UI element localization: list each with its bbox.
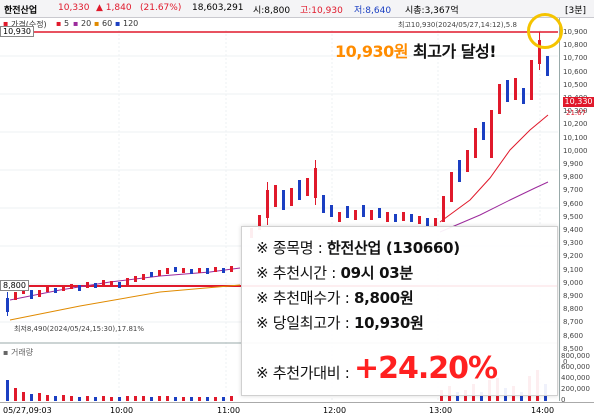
price-axis-label: 9,400 [563, 226, 584, 234]
price-axis-label: 9,100 [563, 265, 584, 274]
volume-axis-label: 800,000 [561, 352, 590, 360]
info-label-gain: ※ 추천가대비 : [256, 364, 354, 382]
change-value: ▲ 1,840 [96, 3, 132, 13]
price-axis-label: 9,800 [563, 173, 584, 182]
info-value-name: 한전산업 (130660) [326, 239, 460, 257]
legend-price-icon: ▪ [3, 19, 9, 28]
legend-ma5[interactable]: 5 [64, 19, 70, 28]
price-axis-label: 10,000 [563, 146, 588, 155]
ma-line-3 [439, 114, 549, 223]
legend-ma120[interactable]: 120 [123, 19, 139, 28]
info-row-time: ※ 추천시간 : 09시 03분 [256, 262, 413, 283]
time-label: 05/27,09:03 [3, 406, 52, 415]
legend-ma20[interactable]: 20 [81, 19, 92, 28]
price-axis-label: 0 [563, 358, 568, 366]
volume-label-text: 거래량 [10, 348, 34, 357]
time-label: 10:00 [110, 406, 134, 415]
time-label: 11:00 [217, 406, 241, 415]
high-price: 고:10,930 [300, 6, 343, 16]
info-value-gain: +24.20% [353, 351, 498, 386]
price-axis-label: 10,800 [563, 41, 588, 50]
ma-line-4 [439, 181, 549, 233]
price-axis-label: 10,700 [563, 54, 588, 63]
legend-price[interactable]: 가격(수정) [11, 20, 47, 29]
current-price-tag: 10,330 [563, 97, 594, 107]
legend-ma60[interactable]: 60 [102, 19, 113, 28]
price-axis-label: 8,600 [563, 331, 584, 340]
volume-axis-label: 200,000 [561, 385, 590, 393]
volume-axis-label: 0 [561, 396, 566, 404]
price-axis-label: 9,000 [563, 278, 584, 287]
info-row-gain: ※ 추천가대비 : +24.20% [256, 351, 498, 386]
price-axis-label: 8,700 [563, 318, 584, 327]
price-axis-label: 10,300 [563, 107, 588, 116]
stock-header: 한전산업 10,330 ▲ 1,840 (21.67%) 18,603,291 … [0, 0, 594, 18]
callout-number: 10,930원 [335, 42, 408, 61]
price-axis-label: 10,900 [563, 28, 588, 36]
info-row-name: ※ 종목명 : 한전산업 (130660) [256, 237, 460, 258]
legend-row: ▪ 가격(수정) ▪ 5 ▪ 20 ▪ 60 ▪ 120 [0, 18, 555, 30]
price-axis-label: 9,300 [563, 239, 584, 248]
info-value-time: 09시 03분 [340, 264, 413, 282]
time-axis: 05/27,09:03 10:00 11:00 12:00 13:00 14:0… [0, 402, 594, 420]
info-value-buy: 8,800원 [353, 289, 414, 307]
price-axis-label: 10,600 [563, 67, 588, 76]
high-callout: 10,930원 최고가 달성! [335, 38, 497, 62]
left-buy-label: 8,800 [0, 280, 29, 291]
legend-ma20-icon: ▪ [73, 19, 79, 28]
price-axis-label: 9,500 [563, 212, 584, 221]
recommendation-box: ※ 종목명 : 한전산업 (130660) ※ 추천시간 : 09시 03분 ※… [241, 226, 558, 396]
legend-ma5-icon: ▪ [56, 19, 62, 28]
low-price: 저:8,640 [354, 6, 392, 16]
time-label: 12:00 [323, 406, 347, 415]
stock-name: 한전산업 [4, 6, 38, 16]
volume-label: ▪ 거래량 [3, 348, 34, 357]
current-price: 10,330 [58, 3, 90, 13]
info-label-buy: ※ 추천매수가 : [256, 289, 354, 307]
market-cap: 시총:3,367억 [405, 6, 459, 16]
period-selector[interactable]: [3분] [565, 6, 587, 16]
price-axis-label: 8,500 [563, 344, 584, 353]
price-axis[interactable] [559, 18, 594, 401]
info-row-buy: ※ 추천매수가 : 8,800원 [256, 287, 414, 308]
volume-axis-label: 600,000 [561, 363, 590, 371]
price-axis-label: 10,500 [563, 80, 588, 89]
high-point-ring [527, 13, 563, 49]
price-axis-label: 10,200 [563, 120, 588, 129]
pct-note: 21.67 [566, 109, 587, 117]
time-label: 14:00 [531, 406, 555, 415]
info-label-high: ※ 당일최고가 : [256, 314, 354, 332]
legend-ma120-icon: ▪ [115, 19, 121, 28]
open-price: 시:8,800 [253, 6, 291, 16]
callout-text: 최고가 달성! [407, 42, 497, 61]
low-note: 최저8,490(2024/05/24,15:30),17.81% [14, 325, 145, 333]
volume-axis-label: 400,000 [561, 374, 590, 382]
price-axis-label: 9,700 [563, 186, 584, 195]
info-label-name: ※ 종목명 : [256, 239, 327, 257]
legend-ma60-icon: ▪ [94, 19, 100, 28]
info-value-high: 10,930원 [353, 314, 424, 332]
price-axis-label: 9,600 [563, 199, 584, 208]
volume-value: 18,603,291 [192, 3, 244, 13]
price-axis-label: 9,900 [563, 160, 584, 168]
candles [6, 32, 549, 316]
left-high-label: 10,930 [0, 26, 34, 37]
price-axis-label: 8,800 [563, 305, 584, 314]
info-row-high: ※ 당일최고가 : 10,930원 [256, 312, 424, 333]
high-note: 최고10,930(2024/05/27,14:12),5.8 [398, 21, 517, 29]
info-label-time: ※ 추천시간 : [256, 264, 341, 282]
time-label: 13:00 [429, 406, 453, 415]
price-axis-label: 8,900 [563, 292, 584, 300]
price-axis-label: 10,100 [563, 133, 588, 142]
price-axis-label: 9,200 [563, 252, 584, 261]
change-rate: (21.67%) [140, 3, 182, 13]
ma-line-2 [9, 284, 241, 321]
